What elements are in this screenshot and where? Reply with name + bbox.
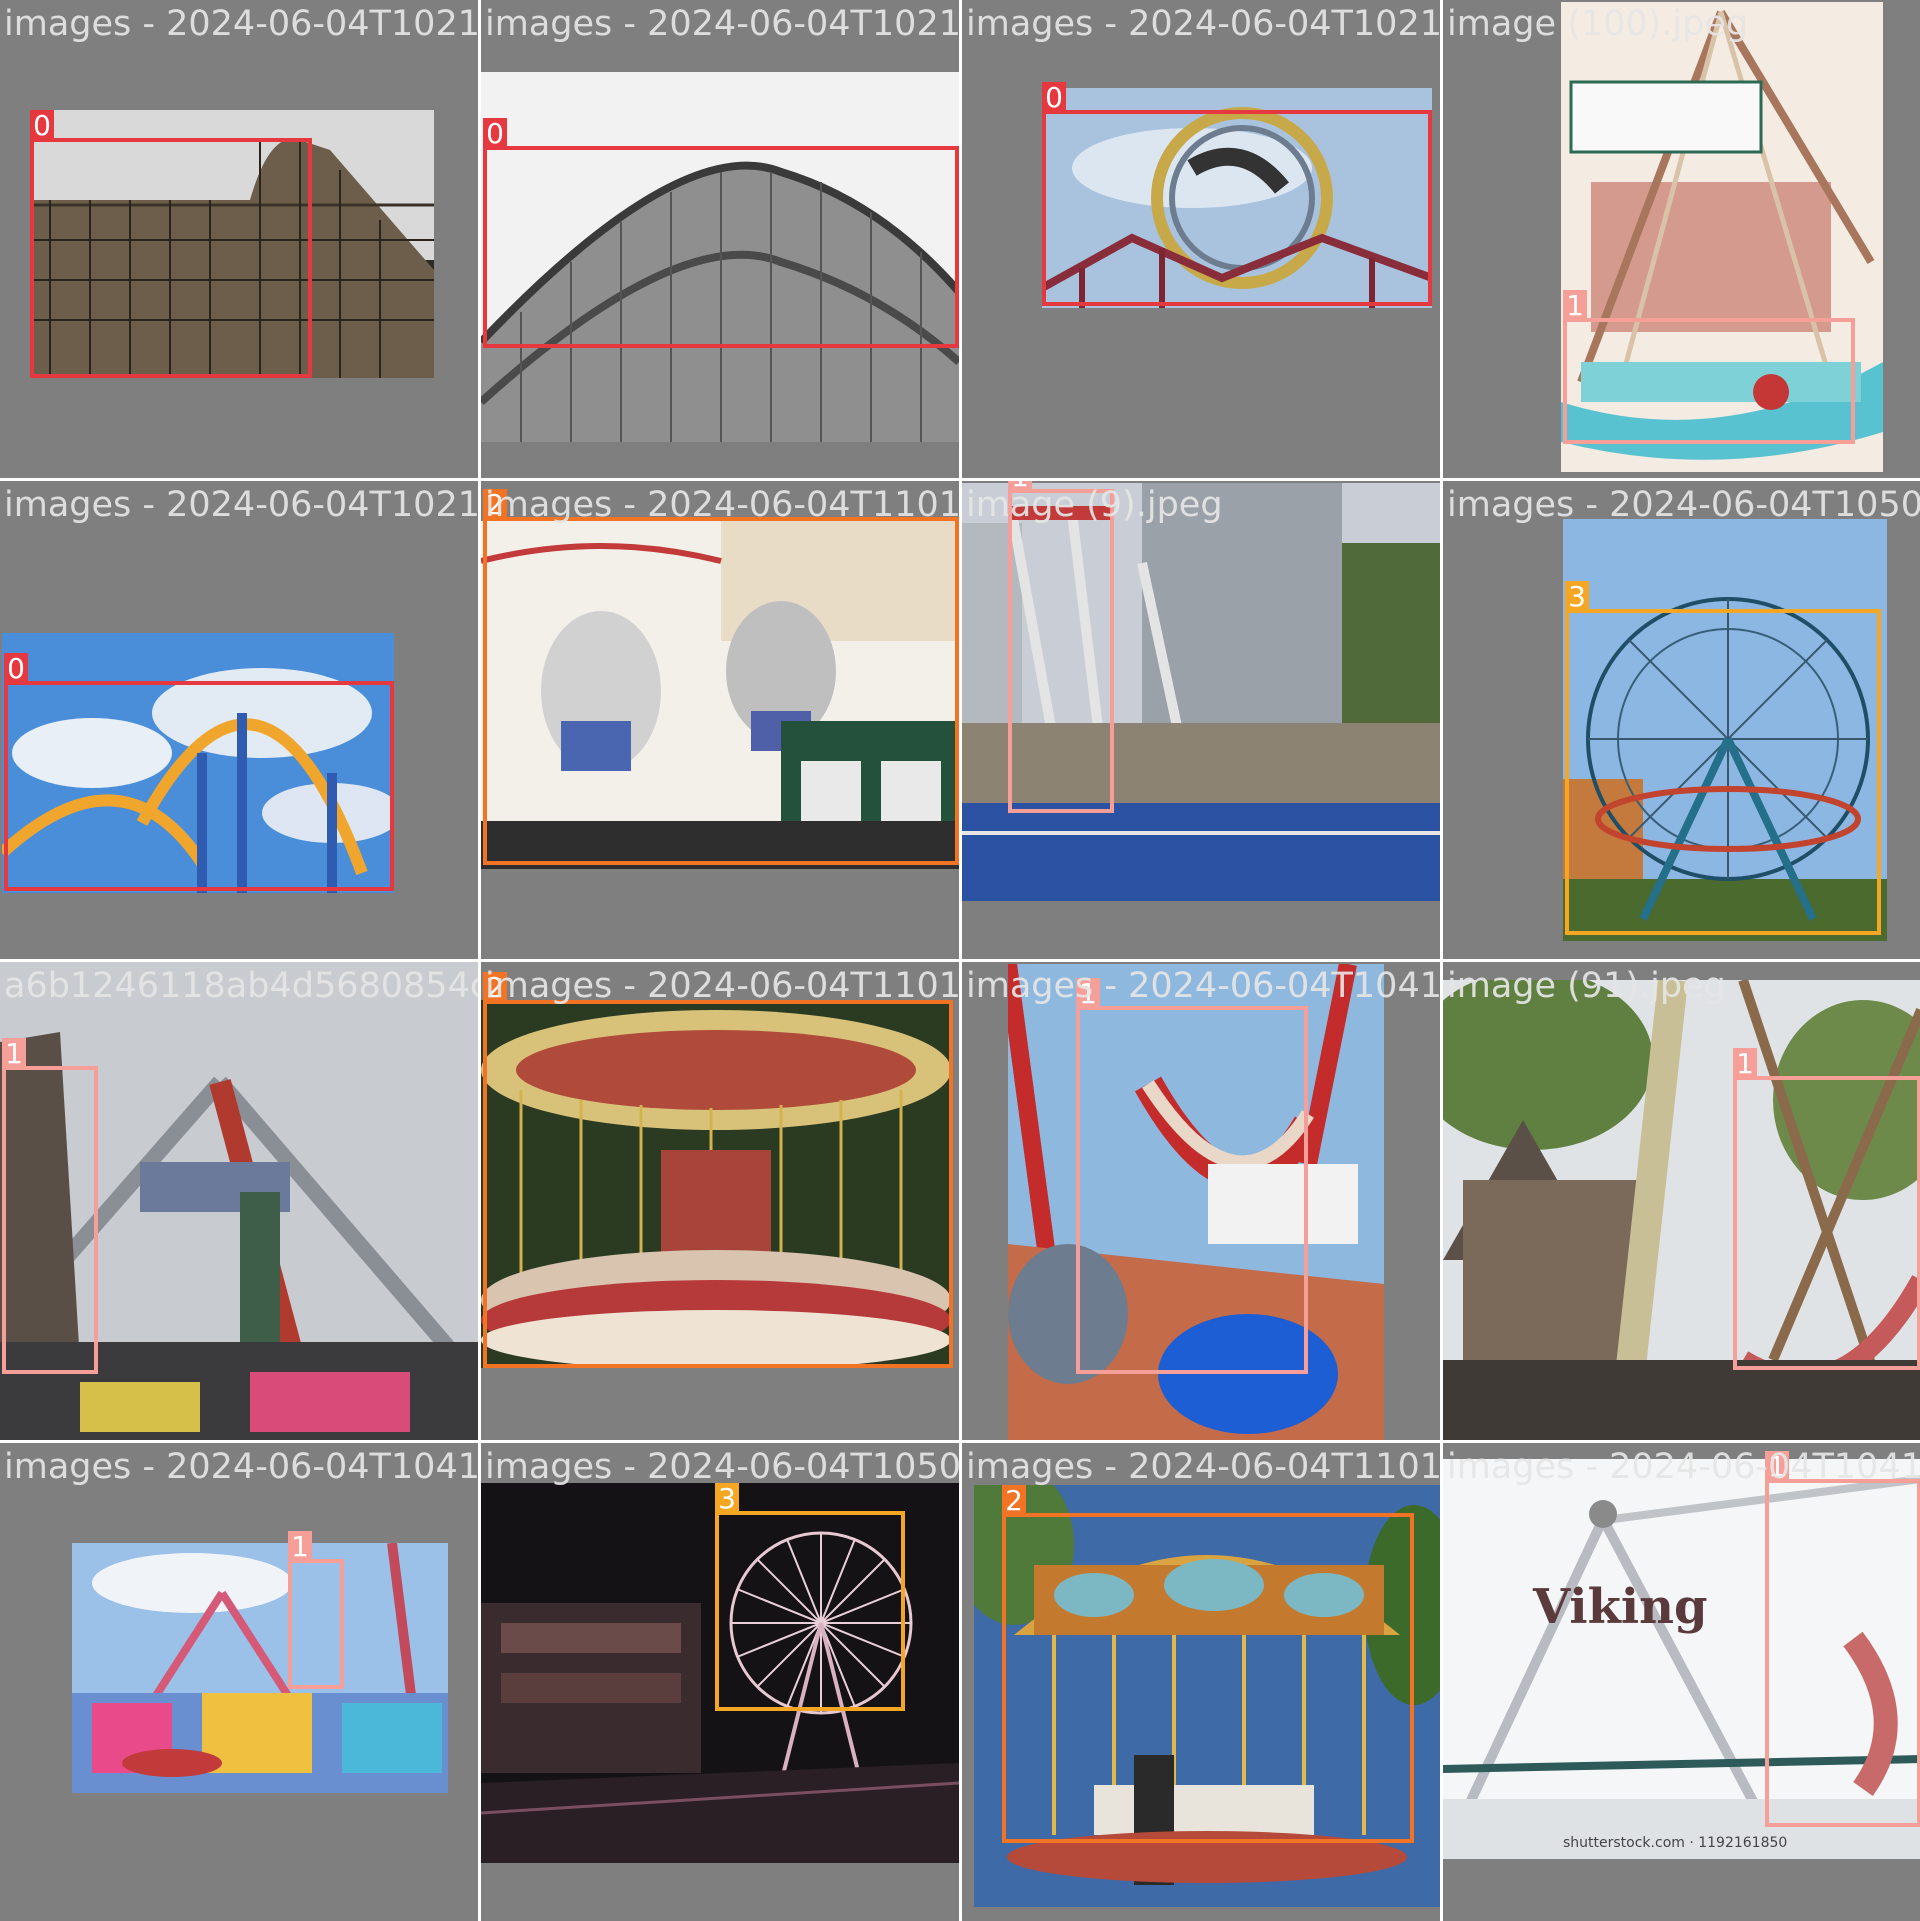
- photo: [1443, 980, 1920, 1440]
- pirate-ship-scene: [1443, 980, 1920, 1440]
- ornate-carousel-scene: [974, 1485, 1440, 1907]
- coaster-scene: [30, 110, 434, 378]
- class-label: 2: [1002, 1485, 1026, 1517]
- filename: images - 2024-06-04T102111.296.jpeg: [4, 485, 478, 525]
- filename: images - 2024-06-04T102115.154.jpeg: [4, 4, 478, 44]
- swinging-ship-scene: [1008, 964, 1384, 1440]
- detection-box[interactable]: 0: [4, 653, 394, 891]
- tile[interactable]: 2 images - 2024-06-04T110146.821.jpeg: [481, 481, 959, 959]
- night-ferris-scene: [481, 1483, 959, 1863]
- photo: [30, 110, 434, 378]
- photo: [481, 1000, 951, 1368]
- viking-sign-scene: [1443, 1459, 1920, 1859]
- detection-box[interactable]: 1: [2, 1038, 98, 1374]
- detection-box[interactable]: 0: [30, 110, 312, 378]
- filename: images - 2024-06-04T104151.082.jpeg: [966, 966, 1440, 1006]
- class-label: 0: [30, 110, 54, 142]
- detection-box[interactable]: 2: [483, 489, 959, 865]
- class-label: 2: [483, 489, 507, 521]
- photo: [72, 1543, 448, 1793]
- coaster-scene: [481, 72, 959, 442]
- filename: images - 2024-06-04T110146.821.jpeg: [485, 485, 959, 525]
- viking-ride-scene: [0, 962, 478, 1440]
- photo: [1561, 2, 1883, 472]
- class-label: 1: [288, 1531, 312, 1563]
- tile[interactable]: 1 images - 2024-06-04T104154.234.jpeg: [0, 1443, 478, 1921]
- coaster-scene: [2, 633, 394, 893]
- tile[interactable]: 3 images - 2024-06-04T105036.709.jpeg: [481, 1443, 959, 1921]
- filename: a6b1246118ab4d5680854ce: [4, 966, 478, 1006]
- detection-box[interactable]: 1: [288, 1531, 344, 1689]
- photo: [2, 633, 394, 893]
- detection-box[interactable]: 2: [483, 972, 953, 1368]
- class-label: 0: [1042, 82, 1066, 114]
- tile[interactable]: 0 images - 2024-06-04T102116.967.jpeg: [481, 0, 959, 478]
- detection-box[interactable]: 3: [1565, 581, 1881, 935]
- detection-box[interactable]: 3: [715, 1483, 905, 1711]
- photo: [962, 483, 1440, 901]
- class-label: 1: [1765, 1451, 1789, 1483]
- class-label: 1: [1733, 1048, 1757, 1080]
- tile[interactable]: 1 image (9).jpeg: [962, 481, 1440, 959]
- detection-box[interactable]: 1: [1765, 1451, 1920, 1827]
- tile[interactable]: 1 image (91).jpeg: [1443, 962, 1920, 1440]
- filename: image (100).jpeg: [1447, 4, 1749, 44]
- swing-scene: [1561, 2, 1883, 472]
- filename: images - 2024-06-04T110149.786.jpeg: [485, 966, 959, 1006]
- class-label: 1: [1076, 978, 1100, 1010]
- class-label: 2: [483, 972, 507, 1004]
- filename: images - 2024-06-04T102116.967.jpeg: [485, 4, 959, 44]
- photo: [1563, 519, 1887, 941]
- detection-box[interactable]: 1: [1733, 1048, 1920, 1370]
- class-label: 1: [1563, 290, 1587, 322]
- tile[interactable]: 1 images - 2024-06-04T104151.082.jpeg: [962, 962, 1440, 1440]
- filename: images - 2024-06-04T110146.567.jpeg: [966, 1447, 1440, 1487]
- swing-ride-scene: [962, 483, 1440, 901]
- photo: [1042, 88, 1432, 308]
- filename: image (9).jpeg: [966, 485, 1223, 525]
- tile[interactable]: 0 images - 2024-06-04T102111.296.jpeg: [0, 481, 478, 959]
- watermark: shutterstock.com · 1192161850: [1563, 1835, 1788, 1851]
- detection-box[interactable]: 1: [1008, 481, 1114, 813]
- tile[interactable]: Viking shutterstock.com · 1192161850 1 i…: [1443, 1443, 1920, 1921]
- detection-box[interactable]: 0: [1042, 82, 1432, 306]
- filename: image (91).jpeg: [1447, 966, 1726, 1006]
- photo: [0, 962, 478, 1440]
- filename: images - 2024-06-04T1041: [1447, 1447, 1920, 1487]
- tile[interactable]: 0 images - 2024-06-04T102114.546.jpeg: [962, 0, 1440, 478]
- class-label: 0: [483, 118, 507, 150]
- carousel-scene: [481, 521, 959, 869]
- class-label: 1: [1008, 481, 1032, 493]
- detection-box[interactable]: 0: [483, 118, 959, 348]
- filename: images - 2024-06-04T105036.709.jpeg: [485, 1447, 959, 1487]
- photo: [481, 1483, 959, 1863]
- photo: [974, 1485, 1440, 1907]
- tile[interactable]: 2 images - 2024-06-04T110146.567.jpeg: [962, 1443, 1440, 1921]
- detection-box[interactable]: 1: [1076, 978, 1308, 1374]
- detection-box[interactable]: 1: [1563, 290, 1855, 444]
- fair-scene: [72, 1543, 448, 1793]
- carousel-scene: [481, 1000, 951, 1368]
- class-label: 3: [715, 1483, 739, 1515]
- filename: images - 2024-06-04T102114.546.jpeg: [966, 4, 1440, 44]
- filename: images - 2024-06-04T10503: [1447, 485, 1920, 525]
- class-label: 3: [1565, 581, 1589, 613]
- ferris-wheel-scene: [1563, 519, 1887, 941]
- class-label: 0: [4, 653, 28, 685]
- tile[interactable]: 1 image (100).jpeg: [1443, 0, 1920, 478]
- viking-sign: Viking: [1533, 1579, 1708, 1635]
- coaster-scene: [1042, 88, 1432, 308]
- filename: images - 2024-06-04T104154.234.jpeg: [4, 1447, 478, 1487]
- photo: [481, 521, 959, 869]
- class-label: 1: [2, 1038, 26, 1070]
- tile[interactable]: 1 a6b1246118ab4d5680854ce: [0, 962, 478, 1440]
- tile[interactable]: 3 images - 2024-06-04T10503: [1443, 481, 1920, 959]
- photo: [481, 72, 959, 442]
- photo: [1008, 964, 1384, 1440]
- detection-box[interactable]: 2: [1002, 1485, 1414, 1843]
- tile[interactable]: 0 images - 2024-06-04T102115.154.jpeg: [0, 0, 478, 478]
- tile[interactable]: 2 images - 2024-06-04T110149.786.jpeg: [481, 962, 959, 1440]
- photo: Viking shutterstock.com · 1192161850: [1443, 1459, 1920, 1859]
